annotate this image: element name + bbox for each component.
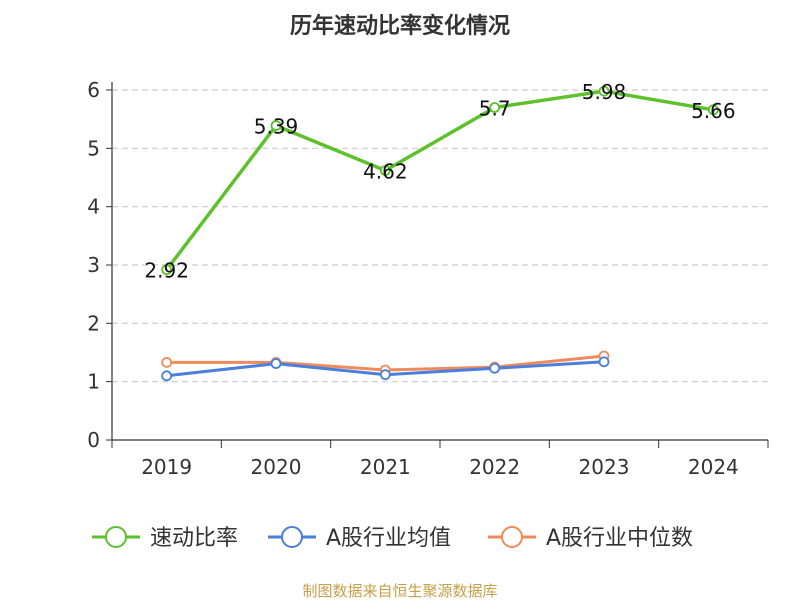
x-tick-label: 2023 <box>579 455 630 479</box>
data-label: 5.66 <box>691 99 736 123</box>
series-line <box>165 89 714 271</box>
source-note: 制图数据来自恒生聚源数据库 <box>302 582 497 600</box>
legend-label: 速动比率 <box>150 526 238 551</box>
data-point <box>598 85 610 97</box>
axes: 0 1 2 3 4 5 6 2019 2020 2021 2022 2023 2024 <box>87 78 769 479</box>
data-point <box>707 104 719 116</box>
data-point <box>379 369 391 381</box>
chart-title: 历年速动比率变化情况 <box>290 13 510 39</box>
y-tick-label: 4 <box>87 195 100 219</box>
series-group <box>161 85 719 382</box>
legend-label: A股行业均值 <box>326 526 451 551</box>
data-label: 2.92 <box>144 259 189 283</box>
data-point <box>161 370 173 382</box>
legend-item[interactable]: A股行业均值 <box>268 526 451 551</box>
data-label: 5.98 <box>582 80 627 104</box>
legend-label: A股行业中位数 <box>546 526 693 551</box>
data-label: 5.39 <box>254 115 299 139</box>
data-point <box>270 120 282 131</box>
data-point <box>489 362 501 374</box>
grid <box>112 89 768 383</box>
legend-marker-icon <box>501 526 523 548</box>
y-tick-label: 1 <box>87 370 100 394</box>
legend-marker-icon <box>281 526 303 548</box>
data-label: 4.62 <box>363 160 408 184</box>
legend-item[interactable]: 速动比率 <box>92 526 238 551</box>
legend-marker-icon <box>105 526 127 548</box>
data-point <box>161 264 173 276</box>
data-point <box>379 165 391 176</box>
x-tick-label: 2021 <box>360 455 411 479</box>
y-tick-label: 2 <box>87 311 100 335</box>
data-point <box>489 102 501 113</box>
data-point <box>270 358 282 369</box>
legend-item[interactable]: A股行业中位数 <box>488 526 693 551</box>
x-tick-label: 2022 <box>469 455 520 479</box>
x-tick-label: 2020 <box>251 455 302 479</box>
data-point <box>161 357 173 368</box>
x-tick-label: 2024 <box>688 455 739 479</box>
y-tick-label: 3 <box>87 253 100 277</box>
data-label: 5.7 <box>479 97 511 121</box>
legend[interactable]: 速动比率 A股行业均值 A股行业中位数 <box>92 526 693 551</box>
y-tick-label: 6 <box>87 78 100 102</box>
y-tick-label: 5 <box>87 136 100 160</box>
data-labels: 2.92 5.39 4.62 5.7 5.98 5.66 <box>144 80 736 283</box>
data-point <box>598 356 610 368</box>
y-tick-label: 0 <box>87 428 100 452</box>
x-tick-label: 2019 <box>141 455 192 479</box>
